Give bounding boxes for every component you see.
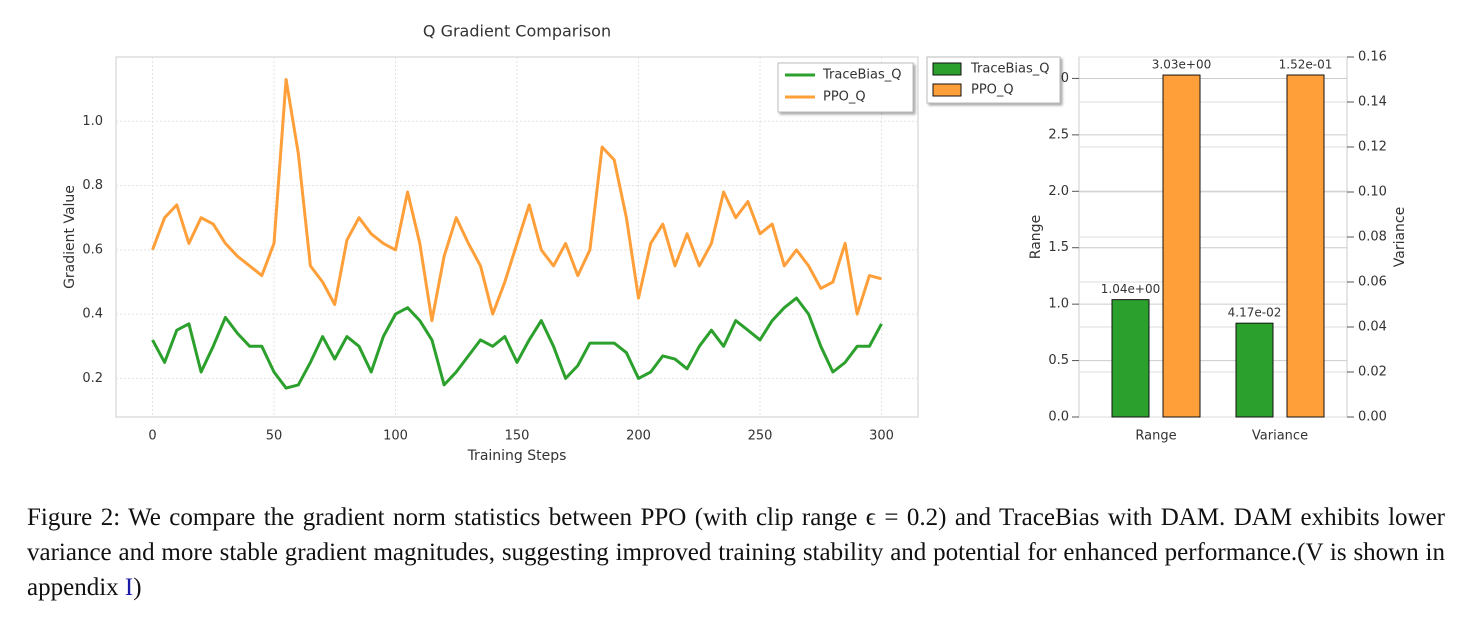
line-series <box>151 78 882 323</box>
x-tick-label: 0 <box>148 429 156 444</box>
caption-text: Figure 2: We compare the gradient norm s… <box>27 504 1445 601</box>
legend-label: PPO_Q <box>971 83 1014 98</box>
x-tick-label: 50 <box>266 429 283 444</box>
bar <box>1111 299 1150 418</box>
y-tick-label: 1.5 <box>1048 240 1069 255</box>
y-tick-label: 2.0 <box>1048 184 1069 199</box>
caption-end: ) <box>133 574 142 601</box>
bar <box>1235 322 1274 418</box>
bar <box>1286 74 1325 418</box>
y-tick-label: 0.5 <box>1048 353 1069 368</box>
x-tick-label: 200 <box>626 429 651 444</box>
y-tick-label: 0.4 <box>82 307 103 322</box>
legend-label: PPO_Q <box>823 90 866 105</box>
x-tick-label: 100 <box>383 429 408 444</box>
chart-title: Q Gradient Comparison <box>423 22 611 41</box>
y2-axis-label: Variance <box>1392 207 1408 267</box>
y2-tick-label: 0.02 <box>1358 365 1387 380</box>
y-tick-label: 1.0 <box>82 114 103 129</box>
y2-tick-label: 0.10 <box>1358 185 1387 200</box>
caption: Figure 2: We compare the gradient norm s… <box>27 500 1445 605</box>
y2-tick-label: 0.04 <box>1358 320 1387 335</box>
y-tick-label: 0.2 <box>82 371 103 386</box>
y-axis-label: Range <box>1028 215 1044 259</box>
x-tick-label: Variance <box>1252 429 1308 444</box>
y2-tick-label: 0.16 <box>1358 50 1387 65</box>
legend-label: TraceBias_Q <box>822 68 902 83</box>
legend-box <box>777 62 914 113</box>
y2-tick-label: 0.06 <box>1358 275 1387 290</box>
y-tick-label: 2.5 <box>1048 127 1069 142</box>
x-axis-label: Training Steps <box>467 448 567 464</box>
y-axis-label: Gradient Value <box>62 185 78 289</box>
x-tick-label: Range <box>1135 429 1176 444</box>
x-tick-label: 250 <box>748 429 773 444</box>
bar-value-label: 3.03e+00 <box>1152 58 1211 72</box>
figure: 0 50 100 150 200 250 300 0.2 0.4 0.6 0.8 1.0 Q Gradi… <box>62 22 1408 465</box>
legend-swatch <box>932 83 962 97</box>
bar <box>1162 74 1201 418</box>
appendix-link[interactable]: I <box>124 574 134 601</box>
y2-tick-label: 0.14 <box>1358 95 1387 110</box>
x-tick-label: 300 <box>869 429 894 444</box>
y-tick-label: 0.0 <box>1048 410 1069 425</box>
x-tick-label: 150 <box>505 429 530 444</box>
y2-tick-label: 0.08 <box>1358 230 1387 245</box>
y-tick-label: 0.8 <box>82 178 103 193</box>
legend-swatch <box>932 62 962 76</box>
y2-tick-label: 0.12 <box>1358 140 1387 155</box>
y-tick-label: 0.6 <box>82 242 103 257</box>
bar-value-label: 1.52e-01 <box>1279 58 1333 72</box>
legend-label: TraceBias_Q <box>970 62 1050 77</box>
y-tick-label: 1.0 <box>1048 297 1069 312</box>
line-series <box>151 296 883 390</box>
y2-tick-label: 0.00 <box>1358 410 1387 425</box>
bar-value-label: 4.17e-02 <box>1228 306 1282 320</box>
bar-value-label: 1.04e+00 <box>1101 282 1160 296</box>
